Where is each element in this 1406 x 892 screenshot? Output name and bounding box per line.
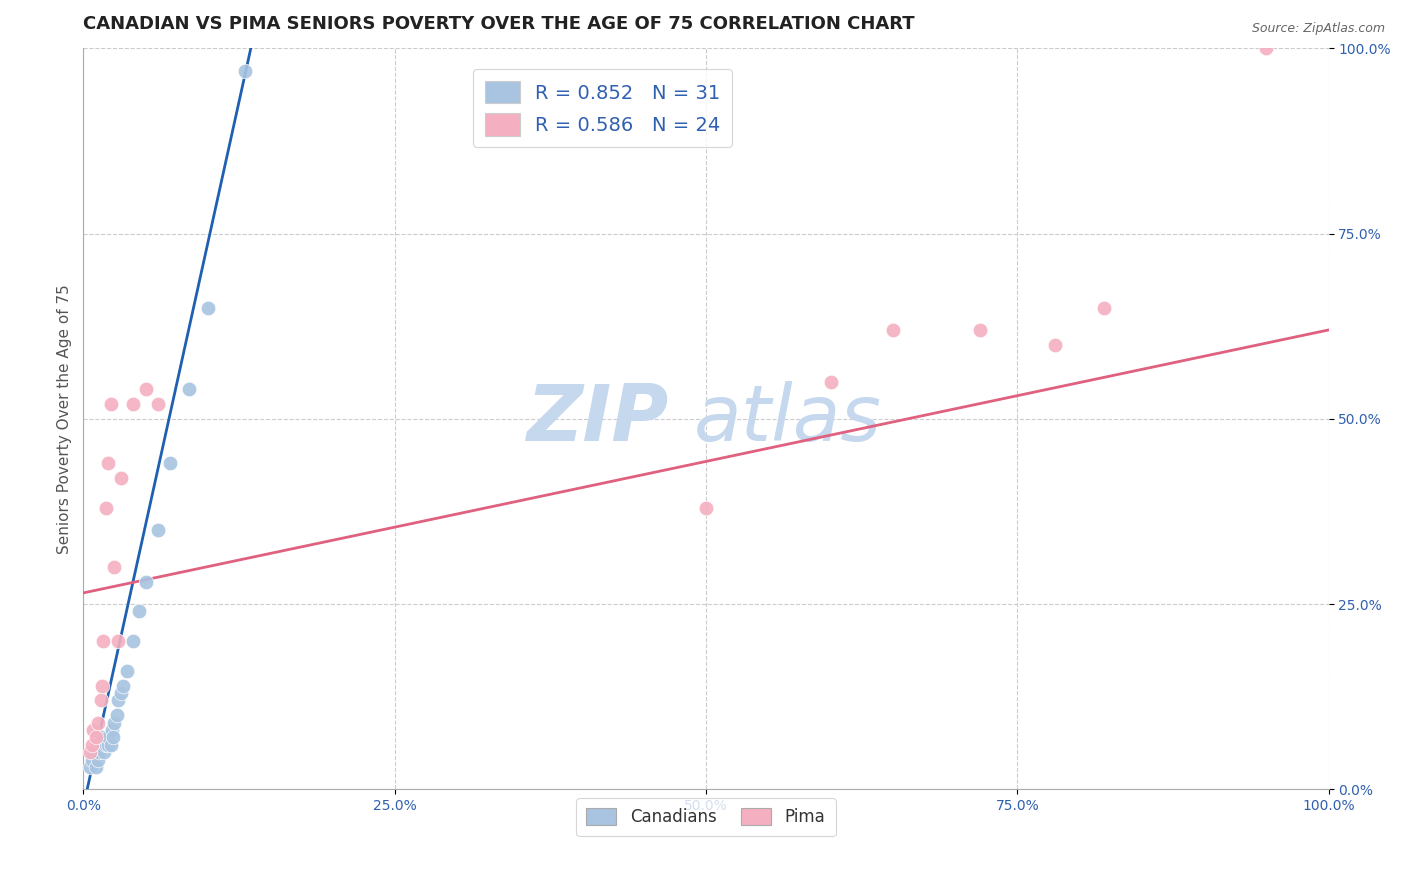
Point: [91, 738, 114, 752]
Point: [146, 523, 169, 537]
Point: [146, 397, 169, 411]
Point: [87, 753, 110, 767]
Text: atlas: atlas: [693, 381, 882, 457]
Point: [80, 738, 103, 752]
Point: [93, 745, 115, 759]
Point: [1256, 41, 1278, 55]
Point: [91, 634, 114, 648]
Point: [110, 686, 132, 700]
Point: [820, 375, 842, 389]
Point: [969, 323, 991, 337]
Point: [84, 738, 107, 752]
Point: [84, 745, 107, 759]
Point: [110, 471, 132, 485]
Point: [105, 708, 128, 723]
Legend: Canadians, Pima: Canadians, Pima: [576, 798, 835, 837]
Point: [100, 397, 122, 411]
Point: [122, 397, 145, 411]
Point: [103, 560, 125, 574]
Point: [107, 693, 129, 707]
Point: [101, 731, 124, 745]
Y-axis label: Seniors Poverty Over the Age of 75: Seniors Poverty Over the Age of 75: [58, 284, 72, 554]
Point: [1043, 337, 1066, 351]
Point: [101, 723, 124, 737]
Point: [112, 679, 135, 693]
Point: [97, 456, 120, 470]
Point: [100, 738, 122, 752]
Point: [103, 715, 125, 730]
Point: [80, 753, 103, 767]
Point: [159, 456, 181, 470]
Point: [97, 731, 120, 745]
Point: [122, 634, 145, 648]
Point: [84, 760, 107, 774]
Point: [94, 500, 117, 515]
Point: [82, 723, 104, 737]
Point: [82, 745, 104, 759]
Text: ZIP: ZIP: [526, 381, 669, 457]
Point: [695, 500, 717, 515]
Point: [87, 715, 110, 730]
Text: CANADIAN VS PIMA SENIORS POVERTY OVER THE AGE OF 75 CORRELATION CHART: CANADIAN VS PIMA SENIORS POVERTY OVER TH…: [83, 15, 915, 33]
Point: [94, 738, 117, 752]
Point: [91, 679, 114, 693]
Point: [84, 731, 107, 745]
Point: [91, 731, 114, 745]
Point: [135, 574, 157, 589]
Point: [233, 63, 256, 78]
Point: [882, 323, 904, 337]
Point: [79, 760, 101, 774]
Point: [107, 634, 129, 648]
Point: [90, 693, 112, 707]
Point: [135, 382, 157, 396]
Point: [79, 745, 101, 759]
Point: [179, 382, 201, 396]
Point: [128, 604, 150, 618]
Point: [1094, 301, 1116, 315]
Text: Source: ZipAtlas.com: Source: ZipAtlas.com: [1251, 22, 1385, 36]
Point: [197, 301, 219, 315]
Point: [97, 738, 120, 752]
Point: [115, 664, 138, 678]
Point: [89, 745, 111, 759]
